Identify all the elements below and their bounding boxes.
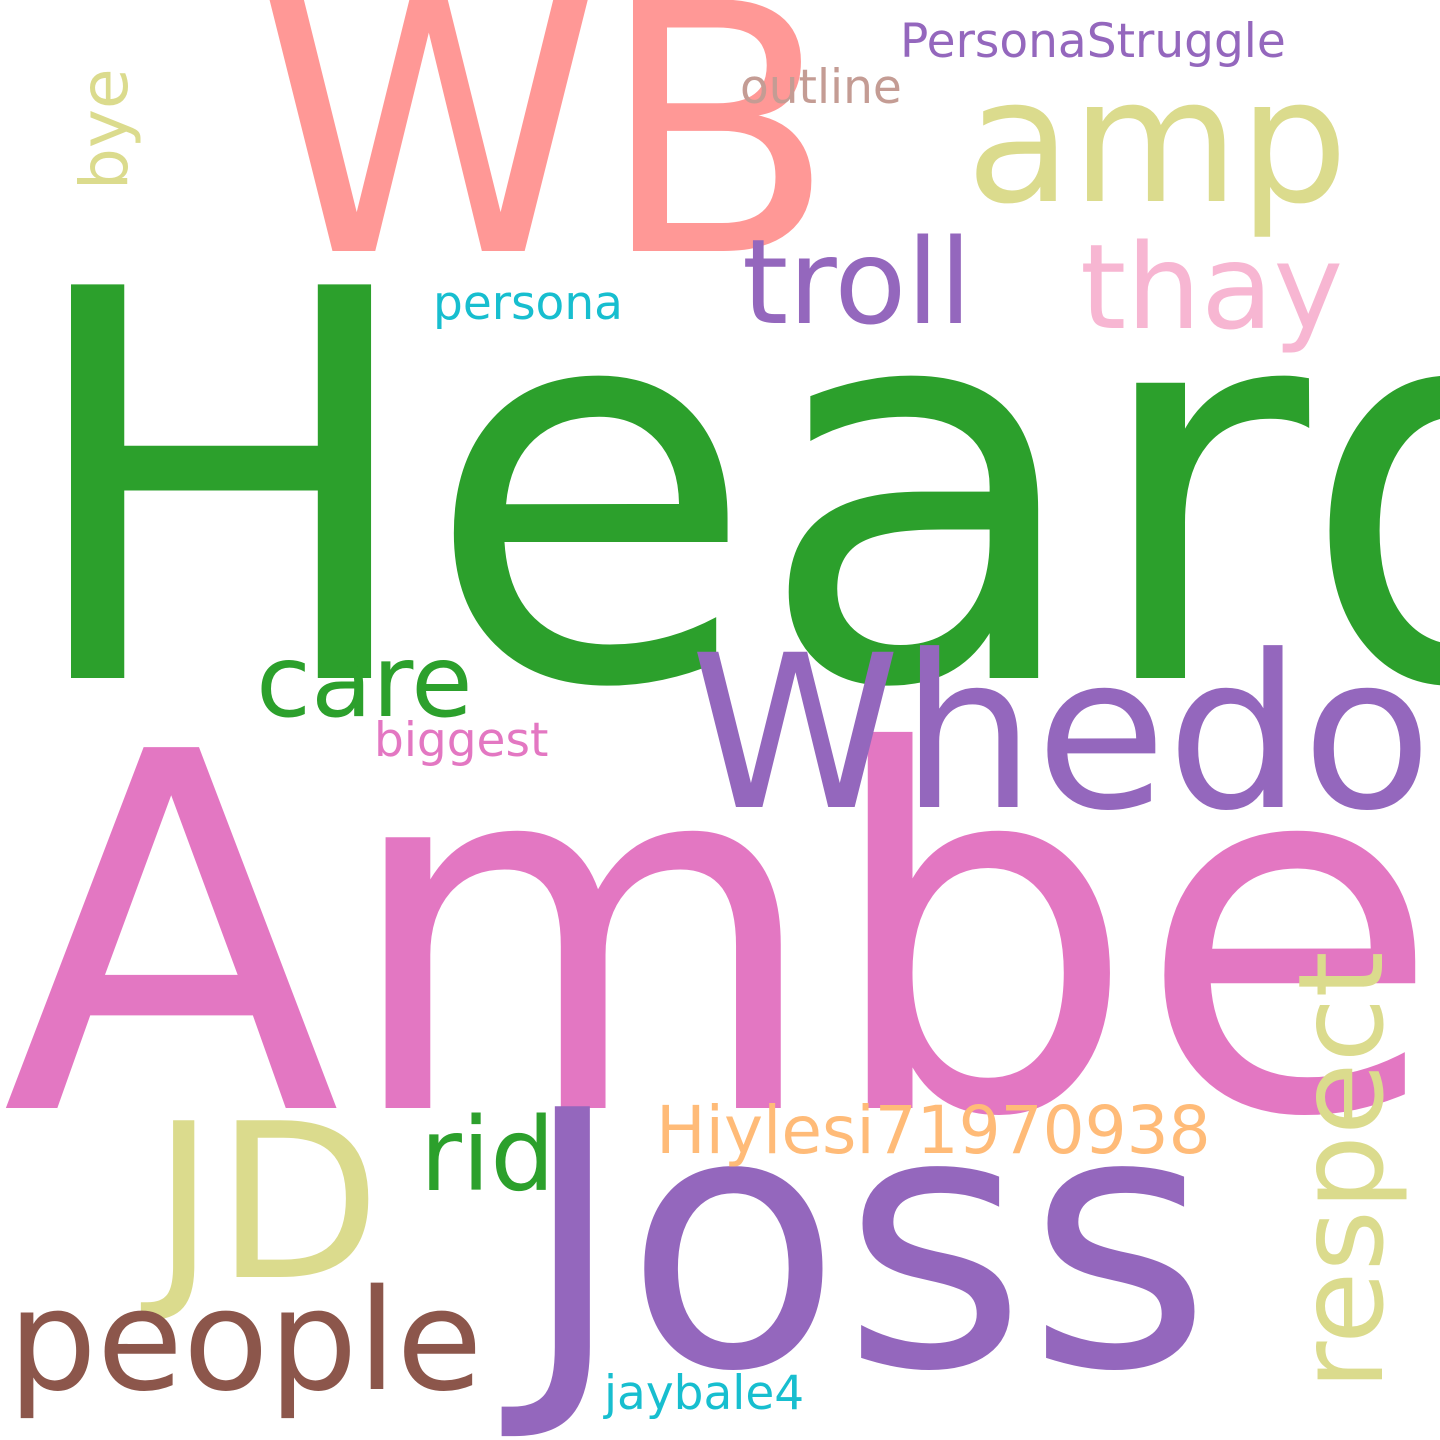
- word-jaybale4: jaybale4: [604, 1366, 805, 1421]
- word-joss: Joss: [520, 1035, 1212, 1440]
- word-amp: amp: [966, 41, 1349, 242]
- word-outline: outline: [740, 60, 902, 115]
- word-bye: bye: [66, 68, 143, 190]
- word-people: people: [8, 1260, 483, 1423]
- word-amber: Amber: [2, 649, 1440, 1225]
- word-personastruggle: PersonaStruggle: [900, 14, 1286, 69]
- word-biggest: biggest: [374, 713, 549, 768]
- word-jd: JD: [152, 1077, 381, 1328]
- word-hiylesi71970938: Hiylesi71970938: [656, 1092, 1211, 1169]
- word-persona: persona: [433, 276, 623, 331]
- word-care: care: [256, 623, 473, 740]
- word-thay: thay: [1080, 218, 1344, 356]
- word-wb: WB: [258, 0, 836, 333]
- word-whedon: Whedon: [690, 610, 1440, 858]
- word-heard: Heard: [18, 178, 1440, 806]
- word-respect: respect: [1272, 951, 1410, 1390]
- word-rid: rid: [420, 1096, 556, 1215]
- word-troll: troll: [742, 213, 972, 351]
